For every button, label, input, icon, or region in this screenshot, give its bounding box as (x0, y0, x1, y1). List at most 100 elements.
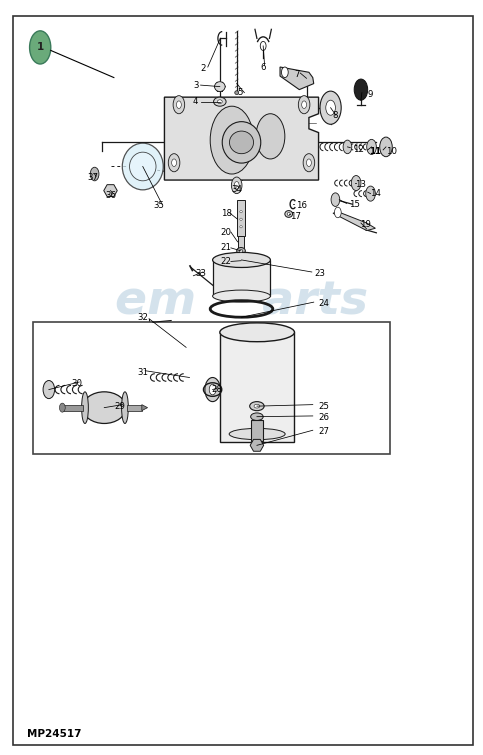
Ellipse shape (240, 218, 242, 220)
Text: 7: 7 (294, 70, 299, 79)
Text: 32: 32 (137, 313, 148, 322)
Text: 31: 31 (137, 368, 148, 377)
Text: 15: 15 (349, 200, 360, 209)
Ellipse shape (240, 226, 242, 228)
Ellipse shape (251, 413, 263, 421)
Ellipse shape (129, 153, 156, 180)
Polygon shape (333, 211, 375, 230)
Bar (213, 260, 270, 296)
Ellipse shape (213, 252, 270, 267)
Bar (220, 332, 295, 442)
Text: 28: 28 (211, 385, 222, 394)
Circle shape (326, 100, 335, 116)
Circle shape (205, 378, 220, 402)
Circle shape (331, 193, 340, 206)
Text: 11: 11 (369, 147, 382, 156)
Circle shape (334, 207, 341, 217)
Polygon shape (235, 256, 247, 265)
Circle shape (256, 114, 285, 159)
Circle shape (234, 181, 239, 189)
Polygon shape (250, 439, 264, 451)
Ellipse shape (222, 122, 261, 163)
Text: 13: 13 (355, 180, 367, 189)
Text: 12: 12 (353, 145, 364, 154)
Circle shape (171, 159, 176, 167)
Text: 16: 16 (296, 201, 307, 210)
Text: 1: 1 (37, 42, 44, 52)
Circle shape (59, 403, 65, 412)
Text: 30: 30 (71, 379, 82, 388)
Polygon shape (104, 185, 117, 196)
Ellipse shape (229, 131, 254, 154)
Circle shape (282, 67, 288, 78)
Circle shape (343, 140, 352, 154)
Ellipse shape (82, 392, 88, 424)
Ellipse shape (213, 97, 226, 106)
Ellipse shape (122, 392, 128, 424)
Text: 8: 8 (333, 111, 338, 120)
Text: 36: 36 (105, 190, 116, 199)
Text: 2: 2 (200, 64, 206, 73)
Text: 22: 22 (221, 257, 231, 266)
Bar (237, 199, 245, 236)
Ellipse shape (122, 143, 163, 190)
Text: 10: 10 (386, 147, 397, 156)
Circle shape (354, 79, 368, 100)
Bar (238, 236, 244, 248)
Circle shape (90, 168, 99, 180)
Text: 24: 24 (319, 299, 330, 308)
Ellipse shape (214, 82, 225, 91)
Ellipse shape (287, 212, 290, 215)
Text: 19: 19 (360, 220, 371, 229)
Bar (33, 322, 390, 455)
Bar (128, 405, 142, 411)
Circle shape (260, 42, 266, 51)
Text: 9: 9 (368, 90, 373, 99)
Circle shape (380, 137, 392, 157)
Ellipse shape (83, 392, 126, 424)
Text: 37: 37 (87, 174, 99, 182)
Text: MP24517: MP24517 (27, 729, 82, 739)
Ellipse shape (240, 211, 242, 213)
Circle shape (302, 101, 307, 109)
Polygon shape (280, 67, 314, 90)
Text: 20: 20 (221, 227, 231, 236)
Ellipse shape (240, 249, 242, 252)
Text: 27: 27 (319, 427, 330, 436)
Circle shape (307, 159, 312, 167)
Circle shape (303, 154, 315, 172)
Text: 23: 23 (314, 269, 325, 278)
Ellipse shape (237, 248, 245, 254)
Circle shape (210, 106, 254, 174)
Circle shape (29, 31, 51, 64)
Ellipse shape (285, 211, 293, 217)
Polygon shape (142, 405, 148, 411)
Circle shape (231, 177, 242, 193)
Text: 6: 6 (260, 63, 266, 72)
Ellipse shape (213, 290, 270, 302)
Ellipse shape (250, 402, 264, 411)
Circle shape (43, 381, 55, 399)
Text: 14: 14 (370, 189, 381, 198)
Text: 35: 35 (153, 201, 164, 210)
Text: 4: 4 (193, 97, 199, 106)
Ellipse shape (229, 428, 285, 439)
Circle shape (366, 186, 375, 201)
Ellipse shape (220, 323, 295, 342)
Text: 18: 18 (221, 208, 231, 217)
Circle shape (367, 140, 376, 155)
Circle shape (176, 101, 181, 109)
Text: 17: 17 (290, 211, 301, 220)
Text: 25: 25 (319, 402, 330, 411)
Bar (251, 420, 263, 441)
Circle shape (351, 175, 361, 190)
Text: 5: 5 (237, 88, 243, 97)
Circle shape (173, 96, 185, 114)
Text: 29: 29 (114, 402, 126, 411)
Text: 34: 34 (231, 184, 242, 193)
Ellipse shape (254, 404, 260, 408)
Bar (63, 405, 83, 411)
Text: em    arts: em arts (115, 279, 368, 325)
Circle shape (320, 91, 341, 125)
Circle shape (168, 154, 180, 172)
